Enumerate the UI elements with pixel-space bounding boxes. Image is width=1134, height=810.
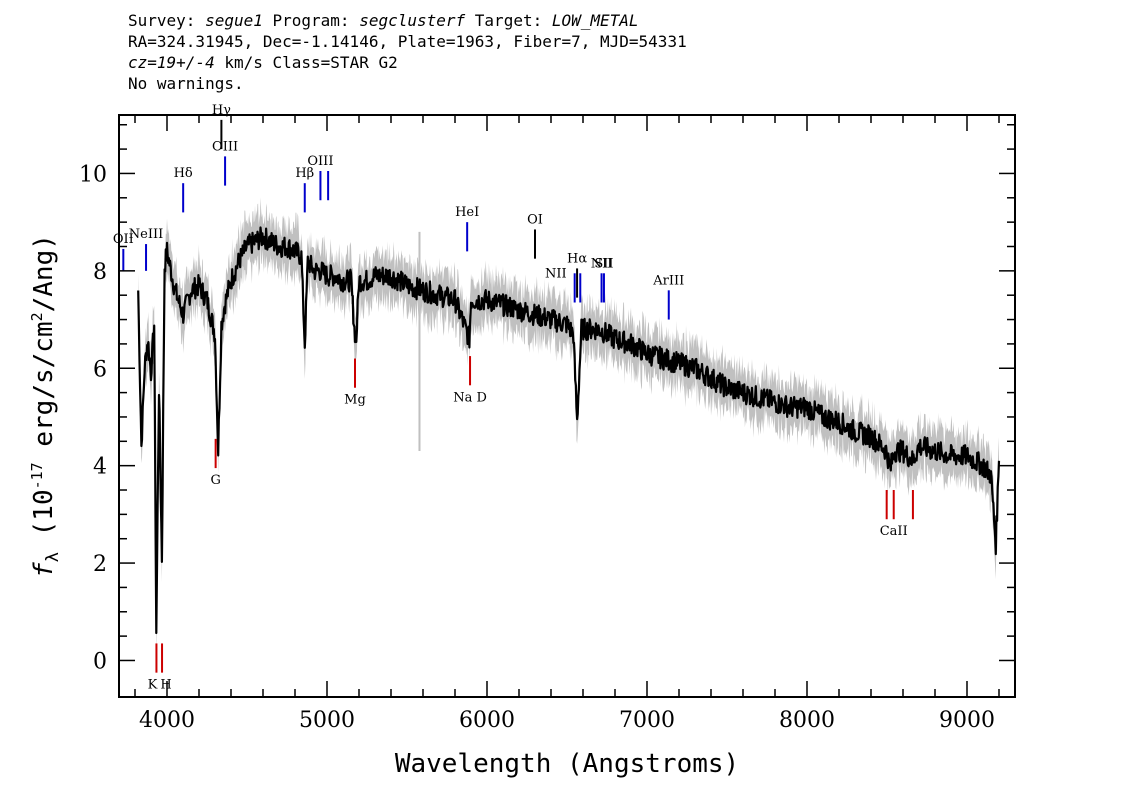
header-line-3: cz=19+/-4 km/s Class=STAR G2 [128,53,398,72]
line-marker-label-9: OI [527,212,543,227]
y-tick-label: 6 [93,357,107,382]
plot-frame [118,114,1016,698]
line-marker-label-4: OIII [212,139,238,154]
redshift-value: cz=19+/-4 [128,53,215,72]
y-tick-label: 10 [79,162,107,187]
header-line-2: RA=324.31945, Dec=-1.14146, Plate=1963, … [128,32,687,51]
spectrum-header: Survey: segue1 Program: segclusterf Targ… [128,10,1028,94]
line-marker-label-14: SII [594,256,613,271]
line-marker-label-11: Hα [567,251,587,266]
x-tick-label: 7000 [619,708,675,733]
flux-line [137,226,1001,635]
y-axis-title: fλ (10-17 erg/s/cm2/Ang) [28,234,63,578]
survey-value: segue1 [205,11,263,30]
line-marker-label-17: H [160,678,171,693]
x-tick-label: 8000 [779,708,835,733]
flux-layer [137,226,1001,635]
line-marker-label-22: CaII [880,524,908,539]
target-value: LOW_METAL [551,11,639,30]
line-marker-label-20: Na D [453,390,487,405]
line-marker-label-8: HeI [455,205,479,220]
line-marker-label-1: NeIII [129,227,163,242]
y-tick-label: 8 [93,260,107,285]
y-tick-label: 0 [93,649,107,674]
line-marker-label-13: NII [591,256,613,271]
line-marker-label-2: Hδ [174,166,193,181]
y-tick-label: 2 [93,552,107,577]
line-marker-label-16: K [148,678,158,693]
program-value: segclusterf [359,11,466,30]
line-marker-label-19: Mg [344,393,366,408]
x-axis-title: Wavelength (Angstroms) [395,749,739,779]
x-tick-label: 5000 [299,708,355,733]
y-axis-title-group: fλ (10-17 erg/s/cm2/Ang) [28,234,63,578]
line-marker-label-15: ArIII [652,273,684,288]
line-marker-label-18: G [210,473,220,488]
y-tick-label: 4 [93,455,107,480]
header-line-4: No warnings. [128,74,244,93]
x-tick-label: 6000 [459,708,515,733]
axis-ticks: 4000 5000 6000 7000 8000 9000 0 2 4 6 8 10 [79,115,1015,733]
x-tick-label: 4000 [139,708,195,733]
line-marker-label-6: OIII [307,154,333,169]
x-tick-label: 9000 [939,708,995,733]
line-marker-label-5: Hβ [295,166,314,181]
header-line-1: Survey: segue1 Program: segclusterf Targ… [128,11,639,30]
line-marker-label-10: NII [545,266,567,281]
